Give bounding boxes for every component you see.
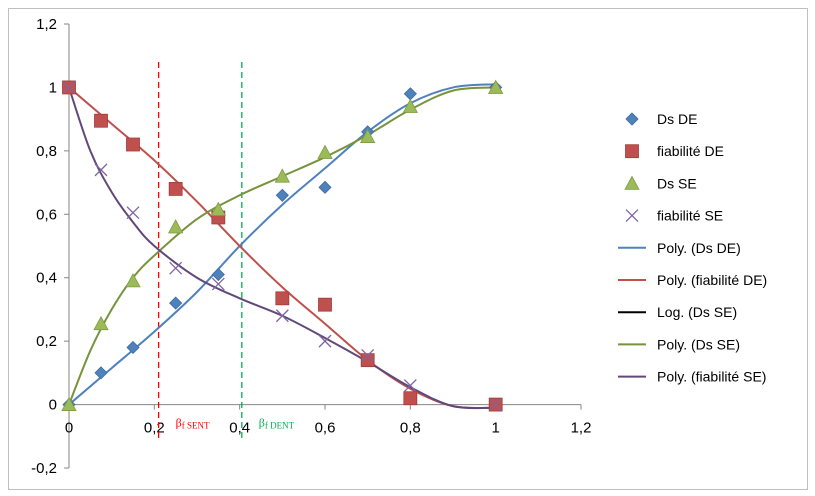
trendline [68,83,496,406]
data-point [275,291,290,306]
data-point [211,277,225,291]
reference-line-label: βf DENT [259,416,295,431]
data-point [93,315,109,331]
legend-label: fiabilité DE [657,143,724,159]
y-tick-label: 1 [49,79,57,96]
legend-label: Poly. (Ds SE) [657,336,740,352]
y-tick-label: 0,8 [36,143,57,160]
legend-label: Ds SE [657,175,697,191]
legend-label: Poly. (Ds DE) [657,240,741,256]
data-point [403,87,417,101]
data-point [126,206,140,220]
legend-swatch [625,112,639,126]
y-tick-label: 0,4 [36,270,57,287]
data-point [275,309,289,323]
legend-swatch [624,175,640,190]
y-tick-label: 1,2 [36,16,57,33]
data-point [318,180,332,194]
data-point [359,128,376,143]
data-point [360,353,375,368]
data-point [317,144,333,159]
legend-label: Poly. (fiabilité DE) [657,272,767,288]
y-tick-label: 0,2 [36,333,57,350]
data-point [125,273,141,288]
data-point [487,79,504,94]
data-point [402,98,419,113]
y-tick-label: 0 [49,397,57,414]
legend-label: Log. (Ds SE) [657,304,737,320]
data-point [94,366,108,380]
data-point [210,201,227,216]
data-point [211,267,225,282]
legend-label: Ds DE [657,111,697,127]
x-tick-label: 0,8 [400,420,421,437]
x-tick-label: 0,6 [315,420,336,437]
x-tick-label: 0 [65,420,73,437]
data-point [318,334,332,348]
data-point [318,297,332,312]
y-tick-label: 0,6 [36,206,57,223]
data-point [61,396,77,411]
legend-swatch [625,209,639,223]
data-point [94,113,108,128]
trendline [68,87,496,410]
data-point [169,296,183,310]
x-tick-label: 1,2 [571,420,592,437]
data-point [126,137,140,152]
data-point [62,80,76,94]
data-point [489,398,503,412]
x-tick-label: 1 [491,420,499,437]
data-point [274,168,291,183]
legend-label: Poly. (fiabilité SE) [657,369,766,385]
trendline [68,86,496,410]
data-point [361,348,375,362]
data-point [275,188,289,202]
x-tick-label: 0,4 [229,420,250,437]
data-point [94,163,108,177]
x-tick-label: 0,2 [144,420,165,437]
data-point [126,340,140,355]
chart-area [8,8,808,490]
data-point [168,182,183,196]
legend-swatch [625,144,639,159]
data-point [167,219,184,234]
trendline [68,86,496,405]
legend-label: fiabilité SE [657,208,723,224]
data-point [403,391,418,406]
reference-line-label: βf SENT [176,416,210,431]
data-point [403,379,417,393]
data-point [169,261,183,275]
y-tick-label: -0,2 [31,460,57,477]
